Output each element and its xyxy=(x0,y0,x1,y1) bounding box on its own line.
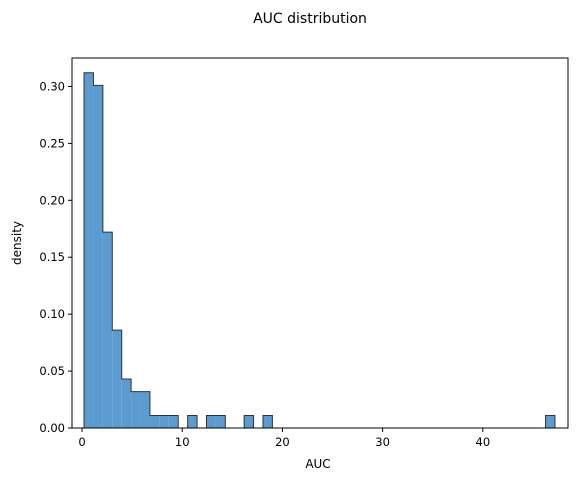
y-tick-label: 0.20 xyxy=(39,193,65,207)
histogram-bar xyxy=(168,415,179,428)
y-tick-label: 0.25 xyxy=(39,136,65,150)
histogram-bar xyxy=(93,85,103,428)
histogram-bar xyxy=(102,232,113,428)
y-tick-label: 0.00 xyxy=(39,421,65,435)
histogram-bar xyxy=(545,415,555,428)
histogram-bar xyxy=(187,415,198,428)
plot-area xyxy=(83,72,556,429)
histogram-bar xyxy=(159,415,169,428)
histogram-bar xyxy=(121,379,132,428)
y-axis: 0.00 0.05 0.10 0.15 0.20 0.25 0.30 xyxy=(39,79,72,435)
y-axis-label: density xyxy=(10,221,24,265)
histogram-bar xyxy=(149,415,160,428)
histogram-bar xyxy=(215,415,226,428)
histogram-bar xyxy=(206,415,216,428)
y-tick-label: 0.10 xyxy=(39,307,65,321)
x-tick-label: 20 xyxy=(275,435,290,449)
x-tick-label: 0 xyxy=(78,435,85,449)
histogram-bar xyxy=(84,72,94,429)
x-tick-label: 40 xyxy=(476,435,491,449)
histogram-bar xyxy=(131,391,141,428)
y-tick-label: 0.05 xyxy=(39,364,65,378)
x-axis: 0 10 20 30 40 xyxy=(78,428,490,449)
y-tick-label: 0.15 xyxy=(39,250,65,264)
histogram-bar xyxy=(140,391,150,428)
x-tick-label: 10 xyxy=(175,435,190,449)
histogram-bar xyxy=(112,330,122,428)
axes-frame xyxy=(71,57,569,429)
histogram-bar xyxy=(262,415,273,428)
x-tick-label: 30 xyxy=(375,435,390,449)
x-axis-label: AUC xyxy=(305,457,330,471)
histogram-bar xyxy=(244,415,254,428)
y-tick-label: 0.30 xyxy=(39,79,65,93)
chart-title: AUC distribution xyxy=(253,11,367,27)
histogram-outline xyxy=(83,72,556,429)
